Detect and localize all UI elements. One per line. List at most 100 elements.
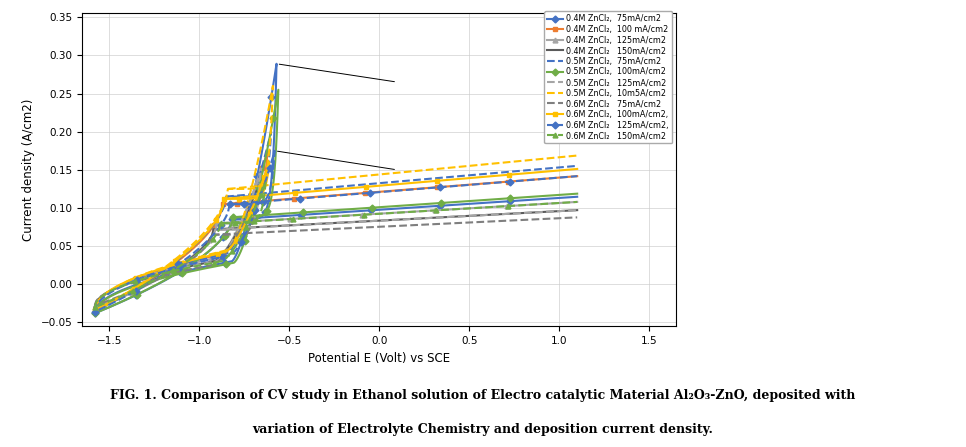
0.6M ZnCl₂   150mA/cm2 (91, 299, 102, 305)
0.4M ZnCl₂   150mA/cm2 (89, 304, 100, 310)
0.5M ZnCl₂,  75mA/cm2 (266, 129, 277, 135)
0.5M ZnCl₂,  75mA/cm2 (89, 309, 100, 315)
0.5M ZnCl₂,  100mA/cm2 (89, 311, 100, 316)
0.5M ZnCl₂,  100mA/cm2 (91, 305, 102, 310)
0.5M ZnCl₂   125mA/cm2 (89, 304, 100, 310)
0.5M ZnCl₂,  100mA/cm2 (259, 211, 270, 217)
0.5M ZnCl₂,  100mA/cm2 (272, 87, 284, 93)
0.4M ZnCl₂,  75mA/cm2 (91, 305, 102, 310)
0.4M ZnCl₂,  125mA/cm2 (160, 272, 172, 277)
0.5M ZnCl₂   125mA/cm2 (159, 273, 171, 278)
0.4M ZnCl₂,  75mA/cm2 (270, 61, 282, 67)
0.4M ZnCl₂,  75mA/cm2 (256, 214, 268, 219)
0.4M ZnCl₂,  75mA/cm2 (89, 311, 100, 316)
Text: variation of Electrolyte Chemistry and deposition current density.: variation of Electrolyte Chemistry and d… (252, 422, 714, 436)
0.4M ZnCl₂   150mA/cm2 (253, 182, 265, 188)
0.4M ZnCl₂,  125mA/cm2 (242, 219, 253, 225)
0.6M ZnCl₂   75mA/cm2 (128, 287, 140, 293)
0.6M ZnCl₂   75mA/cm2 (157, 274, 169, 279)
0.4M ZnCl₂   150mA/cm2 (89, 304, 100, 310)
0.6M ZnCl₂   125mA/cm2, (135, 285, 147, 291)
0.5M ZnCl₂,  10m5A/cm2 (91, 302, 102, 308)
0.4M ZnCl₂,  100 mA/cm2 (89, 308, 100, 314)
0.6M ZnCl₂   150mA/cm2 (162, 270, 174, 276)
Legend: 0.4M ZnCl₂,  75mA/cm2, 0.4M ZnCl₂,  100 mA/cm2, 0.4M ZnCl₂,  125mA/cm2, 0.4M ZnC: 0.4M ZnCl₂, 75mA/cm2, 0.4M ZnCl₂, 100 mA… (544, 11, 672, 143)
0.4M ZnCl₂,  100 mA/cm2 (262, 148, 273, 153)
0.5M ZnCl₂,  75mA/cm2 (91, 303, 102, 308)
0.6M ZnCl₂,  100mA/cm2, (89, 308, 100, 313)
0.5M ZnCl₂   125mA/cm2 (130, 287, 142, 293)
0.5M ZnCl₂   125mA/cm2 (240, 226, 251, 231)
0.6M ZnCl₂   75mA/cm2 (89, 303, 100, 308)
0.4M ZnCl₂,  75mA/cm2 (169, 272, 181, 278)
Line: 0.5M ZnCl₂,  100mA/cm2: 0.5M ZnCl₂, 100mA/cm2 (93, 87, 281, 316)
0.4M ZnCl₂,  100 mA/cm2 (91, 302, 102, 307)
0.6M ZnCl₂   150mA/cm2 (260, 179, 271, 184)
0.6M ZnCl₂   75mA/cm2 (233, 232, 244, 237)
0.4M ZnCl₂   150mA/cm2 (158, 273, 170, 278)
0.6M ZnCl₂   150mA/cm2 (132, 286, 144, 291)
0.5M ZnCl₂   125mA/cm2 (255, 171, 267, 177)
0.5M ZnCl₂,  75mA/cm2 (251, 192, 263, 198)
0.4M ZnCl₂,  125mA/cm2 (238, 220, 249, 226)
0.4M ZnCl₂   150mA/cm2 (129, 287, 141, 293)
0.4M ZnCl₂,  125mA/cm2 (89, 307, 100, 312)
0.4M ZnCl₂,  100 mA/cm2 (132, 285, 144, 290)
0.6M ZnCl₂   125mA/cm2, (89, 309, 100, 315)
Line: 0.4M ZnCl₂,  75mA/cm2: 0.4M ZnCl₂, 75mA/cm2 (93, 61, 279, 316)
0.5M ZnCl₂,  100mA/cm2 (89, 311, 100, 316)
Line: 0.5M ZnCl₂,  75mA/cm2: 0.5M ZnCl₂, 75mA/cm2 (95, 132, 271, 312)
0.5M ZnCl₂   125mA/cm2 (91, 299, 102, 305)
0.5M ZnCl₂   125mA/cm2 (89, 304, 100, 310)
Text: FIG. 1. Comparison of CV study in Ethanol solution of Electro catalytic Material: FIG. 1. Comparison of CV study in Ethano… (110, 389, 856, 402)
0.5M ZnCl₂,  100mA/cm2 (258, 212, 270, 217)
0.5M ZnCl₂,  75mA/cm2 (134, 283, 146, 289)
0.5M ZnCl₂,  10m5A/cm2 (253, 184, 265, 189)
0.6M ZnCl₂   125mA/cm2, (269, 148, 280, 153)
0.5M ZnCl₂,  75mA/cm2 (251, 193, 263, 198)
0.6M ZnCl₂,  100mA/cm2, (89, 308, 100, 313)
0.4M ZnCl₂,  125mA/cm2 (91, 301, 102, 306)
0.5M ZnCl₂   125mA/cm2 (237, 226, 248, 232)
0.4M ZnCl₂,  100 mA/cm2 (89, 308, 100, 314)
Line: 0.6M ZnCl₂   150mA/cm2: 0.6M ZnCl₂ 150mA/cm2 (93, 179, 269, 310)
Line: 0.5M ZnCl₂,  10m5A/cm2: 0.5M ZnCl₂, 10m5A/cm2 (95, 86, 273, 312)
0.4M ZnCl₂,  100 mA/cm2 (243, 201, 255, 207)
Line: 0.6M ZnCl₂   75mA/cm2: 0.6M ZnCl₂ 75mA/cm2 (95, 197, 257, 306)
0.6M ZnCl₂   150mA/cm2 (246, 219, 258, 225)
0.6M ZnCl₂   125mA/cm2, (250, 201, 262, 207)
0.5M ZnCl₂,  75mA/cm2 (165, 262, 177, 267)
0.6M ZnCl₂   75mA/cm2 (238, 231, 249, 236)
0.4M ZnCl₂   150mA/cm2 (91, 299, 102, 305)
0.5M ZnCl₂,  10m5A/cm2 (89, 309, 100, 315)
Line: 0.4M ZnCl₂,  125mA/cm2: 0.4M ZnCl₂, 125mA/cm2 (93, 164, 265, 312)
0.5M ZnCl₂,  10m5A/cm2 (89, 309, 100, 315)
0.5M ZnCl₂,  10m5A/cm2 (249, 186, 261, 191)
0.4M ZnCl₂,  75mA/cm2 (135, 290, 147, 295)
0.4M ZnCl₂,  125mA/cm2 (242, 219, 254, 224)
0.5M ZnCl₂,  10m5A/cm2 (268, 83, 279, 89)
0.5M ZnCl₂,  75mA/cm2 (89, 309, 100, 315)
0.4M ZnCl₂,  75mA/cm2 (257, 213, 269, 218)
0.6M ZnCl₂   75mA/cm2 (237, 231, 248, 236)
Line: 0.4M ZnCl₂   150mA/cm2: 0.4M ZnCl₂ 150mA/cm2 (95, 185, 259, 307)
0.6M ZnCl₂   125mA/cm2, (91, 303, 102, 308)
0.6M ZnCl₂,  100mA/cm2, (133, 283, 145, 288)
0.6M ZnCl₂,  100mA/cm2, (91, 301, 102, 307)
0.6M ZnCl₂,  100mA/cm2, (245, 196, 257, 201)
0.5M ZnCl₂   125mA/cm2 (241, 225, 252, 231)
0.6M ZnCl₂   150mA/cm2 (89, 304, 100, 310)
X-axis label: Potential E (Volt) vs SCE: Potential E (Volt) vs SCE (308, 352, 450, 365)
0.4M ZnCl₂   150mA/cm2 (235, 226, 246, 232)
0.4M ZnCl₂,  75mA/cm2 (252, 215, 264, 221)
0.6M ZnCl₂   150mA/cm2 (245, 220, 257, 225)
0.5M ZnCl₂,  100mA/cm2 (254, 214, 266, 219)
0.6M ZnCl₂   150mA/cm2 (89, 304, 100, 310)
0.6M ZnCl₂,  100mA/cm2, (249, 195, 261, 201)
0.6M ZnCl₂   150mA/cm2 (242, 220, 253, 226)
0.5M ZnCl₂,  10m5A/cm2 (134, 282, 146, 287)
0.4M ZnCl₂,  125mA/cm2 (256, 163, 268, 169)
0.6M ZnCl₂,  100mA/cm2, (264, 160, 275, 165)
0.4M ZnCl₂,  100 mA/cm2 (247, 200, 259, 206)
0.5M ZnCl₂,  75mA/cm2 (247, 194, 259, 199)
